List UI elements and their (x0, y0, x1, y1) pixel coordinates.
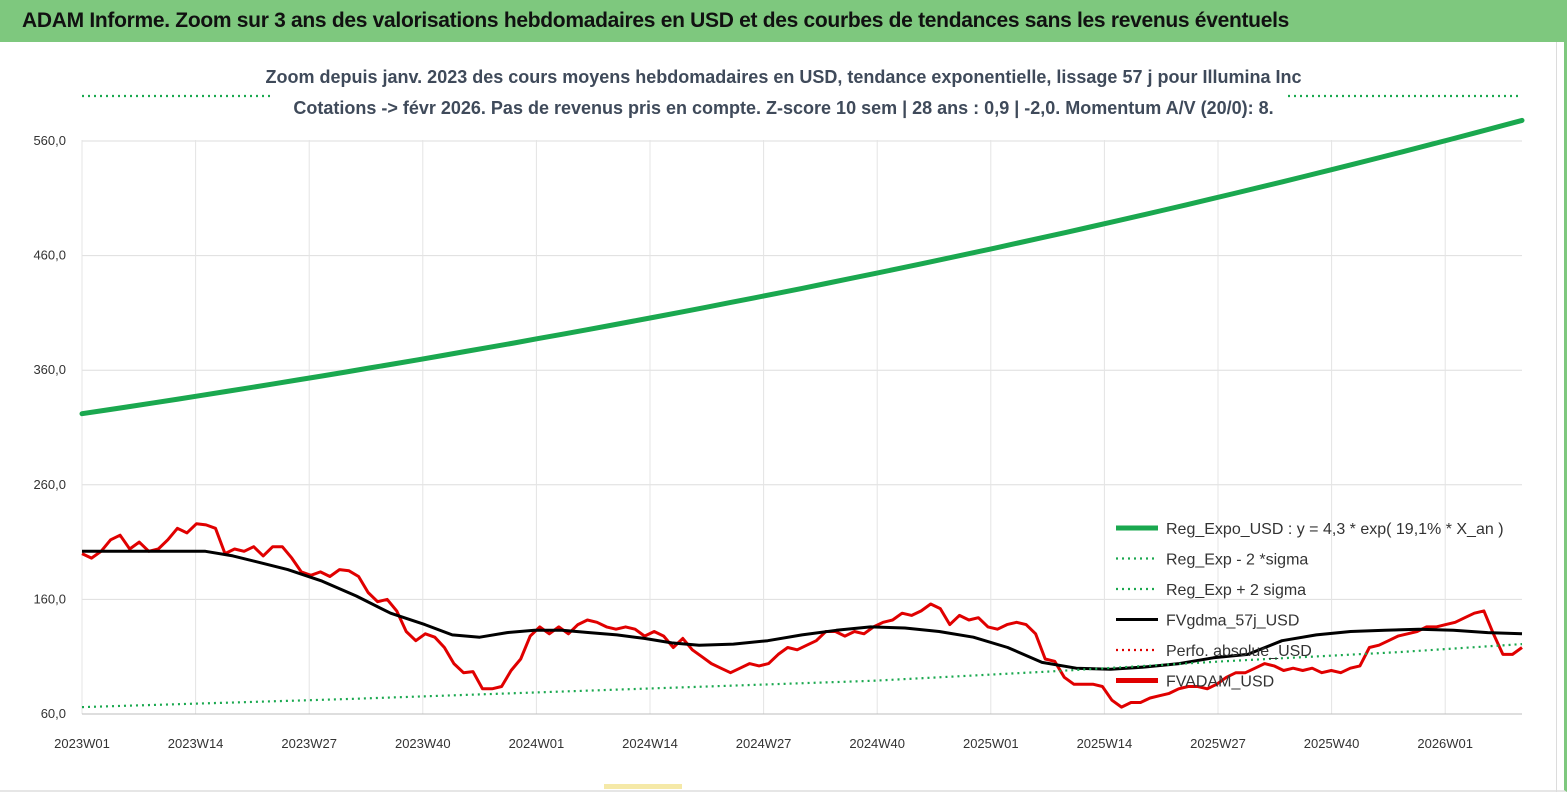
chart-subtitle-line1: Zoom depuis janv. 2023 des cours moyens … (265, 67, 1302, 87)
x-tick-label: 2025W14 (1077, 736, 1133, 751)
x-tick-label: 2025W40 (1304, 736, 1360, 751)
series-reg-exp-minus-line (81, 643, 1523, 709)
series-reg-expo-line (79, 117, 1525, 417)
legend-label: Reg_Exp + 2 sigma (1166, 582, 1306, 599)
bottom-decoration (604, 784, 682, 789)
chart-subtitle-line2: Cotations -> févr 2026. Pas de revenus p… (293, 98, 1274, 118)
legend-label: Perfo. absolue_USD (1166, 643, 1312, 660)
legend-label: FVgdma_57j_USD (1166, 613, 1299, 630)
x-tick-label: 2025W27 (1190, 736, 1246, 751)
x-tick-label: 2023W40 (395, 736, 451, 751)
x-tick-label: 2024W40 (849, 736, 905, 751)
x-tick-label: 2024W14 (622, 736, 678, 751)
x-tick-label: 2025W01 (963, 736, 1019, 751)
x-tick-label: 2024W27 (736, 736, 792, 751)
x-tick-label: 2026W01 (1417, 736, 1473, 751)
y-tick-label: 60,0 (41, 706, 66, 721)
chart-right-edge (1556, 42, 1567, 792)
legend-label: Reg_Expo_USD : y = 4,3 * exp( 19,1% * X_… (1166, 521, 1504, 538)
legend-label: Reg_Exp - 2 *sigma (1166, 552, 1308, 569)
x-tick-label: 2024W01 (509, 736, 565, 751)
chart-frame (0, 42, 1567, 792)
x-tick-label: 2023W14 (168, 736, 224, 751)
y-tick-label: 360,0 (33, 362, 66, 377)
legend-label: FVADAM_USD (1166, 674, 1274, 691)
x-tick-label: 2023W01 (54, 736, 110, 751)
y-tick-label: 560,0 (33, 133, 66, 148)
series-fvadam-line (81, 522, 1523, 709)
y-tick-label: 160,0 (33, 591, 66, 606)
y-tick-label: 260,0 (33, 477, 66, 492)
series-fvgdma-line (82, 549, 1523, 671)
y-tick-label: 460,0 (33, 248, 66, 263)
x-tick-label: 2023W27 (281, 736, 337, 751)
page-title: ADAM Informe. Zoom sur 3 ans des valoris… (0, 0, 1567, 42)
